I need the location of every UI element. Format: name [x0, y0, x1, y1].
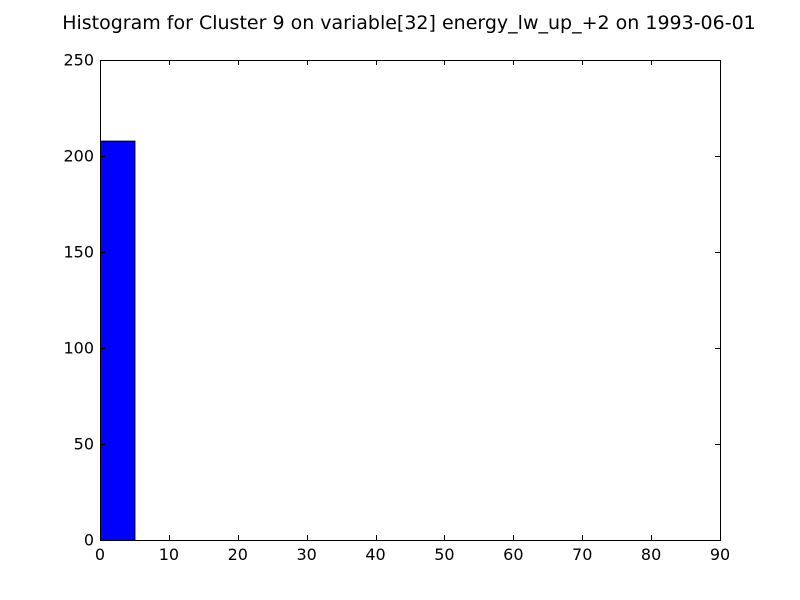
x-tick-label: 20: [228, 545, 248, 564]
x-tick-label: 10: [159, 545, 179, 564]
y-tick-label: 250: [63, 51, 94, 70]
y-tick-label: 100: [63, 339, 94, 358]
axis-ticks: [100, 60, 721, 541]
y-tick-label: 50: [74, 435, 94, 454]
x-tick-label: 80: [641, 545, 661, 564]
x-tick-label: 50: [434, 545, 454, 564]
y-tick-label: 150: [63, 243, 94, 262]
x-tick-label: 0: [95, 545, 105, 564]
plot-frame: [100, 60, 721, 541]
x-tick-label: 70: [572, 545, 592, 564]
histogram-bar-0: [100, 140, 136, 541]
chart-title: Histogram for Cluster 9 on variable[32] …: [62, 12, 756, 34]
x-tick-label: 60: [503, 545, 523, 564]
y-tick-label: 200: [63, 147, 94, 166]
x-tick-label: 30: [296, 545, 316, 564]
y-tick-labels: 0 50 100 150 200 250: [63, 51, 94, 550]
y-tick-label: 0: [84, 531, 94, 550]
x-tick-labels: 0 10 20 30 40 50 60 70 80 90: [95, 545, 730, 564]
histogram-bars: [100, 140, 136, 541]
x-tick-label: 40: [365, 545, 385, 564]
x-tick-label: 90: [710, 545, 730, 564]
